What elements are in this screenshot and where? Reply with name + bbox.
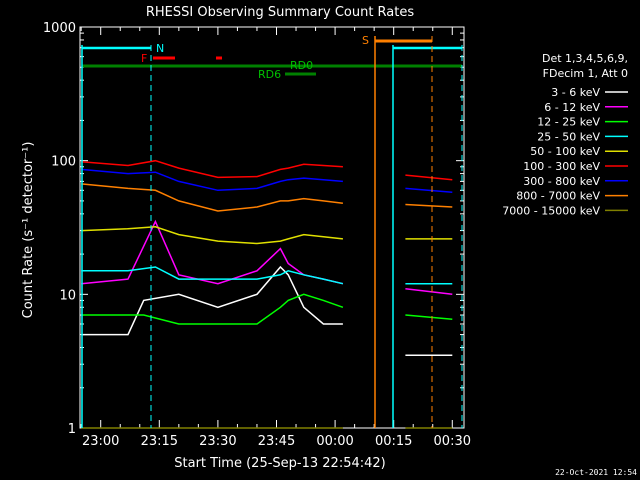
legend-header-2: FDecim 1, Att 0 bbox=[543, 67, 628, 80]
series-line bbox=[81, 226, 453, 245]
x-tick-label: 00:00 bbox=[316, 434, 353, 449]
legend-label: 300 - 800 keV bbox=[523, 175, 600, 188]
legend-label: 50 - 100 keV bbox=[530, 145, 600, 158]
series-line bbox=[81, 266, 453, 285]
x-tick-label: 23:45 bbox=[258, 434, 295, 449]
legend-label: 25 - 50 keV bbox=[537, 130, 600, 143]
legend-header-1: Det 1,3,4,5,6,9, bbox=[542, 52, 628, 65]
chart-title: RHESSI Observing Summary Count Rates bbox=[146, 5, 415, 20]
flag-rd0-label: RD0 bbox=[290, 59, 313, 72]
legend-label: 6 - 12 keV bbox=[544, 101, 600, 114]
x-tick-label: 23:00 bbox=[82, 434, 119, 449]
legend-label: 100 - 300 keV bbox=[523, 160, 600, 173]
x-tick-labels: 23:00 23:15 23:30 23:45 00:00 00:15 00:30 bbox=[82, 434, 471, 449]
x-axis-label: Start Time (25-Sep-13 22:54:42) bbox=[174, 456, 385, 471]
series-line bbox=[81, 168, 453, 194]
flag-n-label: N bbox=[156, 42, 164, 55]
x-tick-label: 23:30 bbox=[199, 434, 236, 449]
y-tick-label: 10 bbox=[59, 288, 76, 303]
legend-label: 7000 - 15000 keV bbox=[502, 204, 600, 217]
series-line bbox=[81, 159, 453, 181]
series-line bbox=[81, 183, 453, 212]
y-tick-label: 1000 bbox=[43, 21, 76, 36]
y-tick-labels: 1 10 100 1000 bbox=[43, 21, 76, 437]
observation-flags: N F RD0 RD6 S bbox=[82, 34, 462, 81]
series-layer bbox=[81, 159, 453, 429]
flag-f-label: F bbox=[141, 52, 147, 65]
series-line bbox=[81, 265, 453, 357]
x-tick-label: 00:15 bbox=[375, 434, 412, 449]
flag-rd6-label: RD6 bbox=[258, 68, 281, 81]
y-tick-label: 1 bbox=[68, 422, 76, 437]
series-line bbox=[81, 293, 453, 325]
x-tick-label: 23:15 bbox=[141, 434, 178, 449]
legend-label: 12 - 25 keV bbox=[537, 116, 600, 129]
legend: Det 1,3,4,5,6,9, FDecim 1, Att 0 3 - 6 k… bbox=[502, 52, 628, 217]
legend-label: 3 - 6 keV bbox=[551, 86, 600, 99]
legend-label: 800 - 7000 keV bbox=[516, 190, 600, 203]
vertical-markers bbox=[81, 36, 463, 428]
y-tick-label: 100 bbox=[51, 155, 76, 170]
footer-date: 22-Oct-2021 12:54 bbox=[555, 468, 637, 477]
flag-s-label: S bbox=[362, 34, 369, 47]
y-axis-label: Count Rate (s⁻¹ detector⁻¹) bbox=[21, 142, 36, 319]
x-tick-label: 00:30 bbox=[434, 434, 471, 449]
